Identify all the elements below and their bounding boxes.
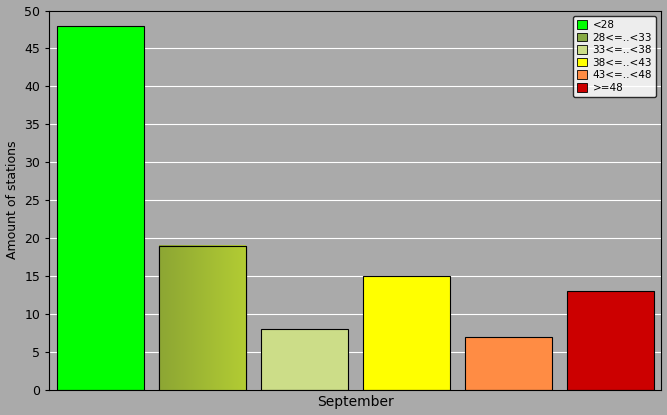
Bar [465,337,552,390]
Bar [363,276,450,390]
Bar [159,246,245,390]
Bar [159,246,245,390]
Legend: <28, 28<=..<33, 33<=..<38, 38<=..<43, 43<=..<48, >=48: <28, 28<=..<33, 33<=..<38, 38<=..<43, 43… [573,16,656,97]
Bar [261,329,348,390]
X-axis label: September: September [317,395,394,410]
Y-axis label: Amount of stations: Amount of stations [5,141,19,259]
Bar [567,291,654,390]
Bar [57,26,143,390]
